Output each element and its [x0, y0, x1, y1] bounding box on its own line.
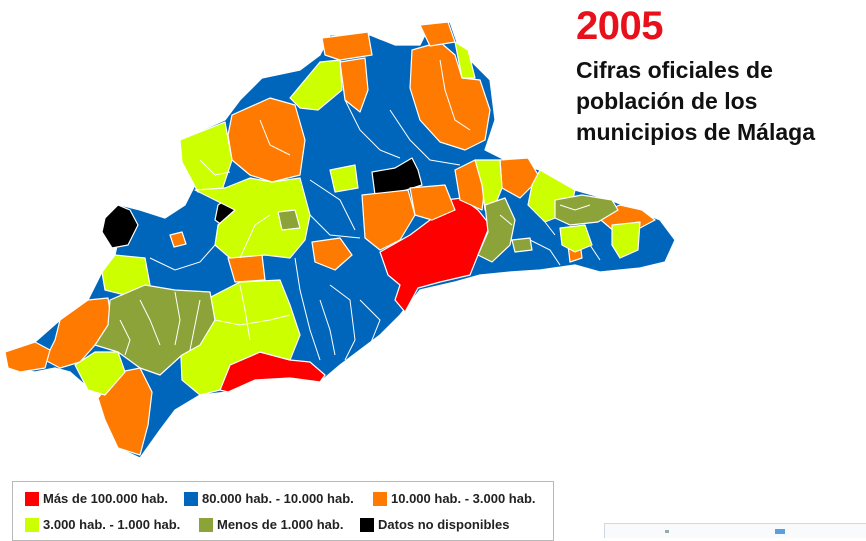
- legend-swatch: [199, 517, 213, 532]
- map-legend: Más de 100.000 hab. 80.000 hab. - 10.000…: [12, 481, 554, 541]
- mun-olive-c: [477, 197, 516, 263]
- legend-label: 3.000 hab. - 1.000 hab.: [43, 517, 181, 532]
- mun-orange-p: [169, 231, 187, 248]
- mun-orange-f: [361, 189, 416, 251]
- map-subtitle: Cifras oficiales de población de los mun…: [576, 55, 856, 148]
- subtitle-line-1: Cifras oficiales de: [576, 57, 773, 83]
- mun-orange-k: [227, 254, 266, 283]
- legend-item-orange: 10.000 hab. - 3.000 hab.: [373, 491, 536, 506]
- legend-swatch: [25, 517, 39, 532]
- legend-item-olive: Menos de 1.000 hab.: [199, 517, 343, 532]
- legend-swatch: [184, 491, 198, 506]
- mun-lime-f: [101, 254, 151, 296]
- mun-olive-e: [511, 237, 533, 253]
- mun-orange-e: [339, 57, 369, 113]
- mun-orange-g: [409, 184, 456, 221]
- mun-lime-h: [74, 351, 126, 396]
- mun-lime-e: [329, 164, 359, 193]
- mun-lime-c: [289, 59, 343, 111]
- legend-swatch: [373, 491, 387, 506]
- map-year: 2005: [576, 4, 663, 48]
- mun-orange-b: [409, 41, 491, 151]
- footer-mark-icon: [775, 529, 785, 534]
- mun-olive-b: [277, 209, 301, 231]
- footer-mark-icon: [665, 530, 669, 533]
- mun-lime-l: [559, 224, 593, 253]
- legend-swatch: [25, 491, 39, 506]
- legend-label: 10.000 hab. - 3.000 hab.: [391, 491, 536, 506]
- mun-lime-a: [179, 121, 233, 193]
- legend-item-blue: 80.000 hab. - 10.000 hab.: [184, 491, 354, 506]
- legend-label: Menos de 1.000 hab.: [217, 517, 344, 532]
- province-map: [4, 21, 676, 459]
- mun-orange-n: [97, 367, 153, 456]
- subtitle-line-3: municipios de Málaga: [576, 119, 815, 145]
- legend-swatch: [360, 517, 374, 532]
- legend-label: Datos no disponibles: [378, 517, 510, 532]
- subtitle-line-2: población de los: [576, 88, 758, 114]
- mun-orange-d: [321, 31, 373, 61]
- mun-olive-a: [94, 284, 216, 376]
- mun-orange-j: [311, 237, 353, 271]
- legend-item-lime: 3.000 hab. - 1.000 hab.: [25, 517, 180, 532]
- mun-lime-d: [454, 41, 476, 79]
- embed-footer-bar: [604, 523, 866, 538]
- legend-label: 80.000 hab. - 10.000 hab.: [202, 491, 354, 506]
- legend-item-black: Datos no disponibles: [360, 517, 509, 532]
- municipality-nodata-2: [101, 204, 139, 249]
- legend-label: Más de 100.000 hab.: [43, 491, 169, 506]
- legend-item-red: Más de 100.000 hab.: [25, 491, 168, 506]
- mun-orange-m: [4, 341, 51, 373]
- mun-olive-d: [554, 194, 619, 226]
- mun-lime-b: [194, 177, 311, 259]
- mun-lime-k: [611, 221, 641, 259]
